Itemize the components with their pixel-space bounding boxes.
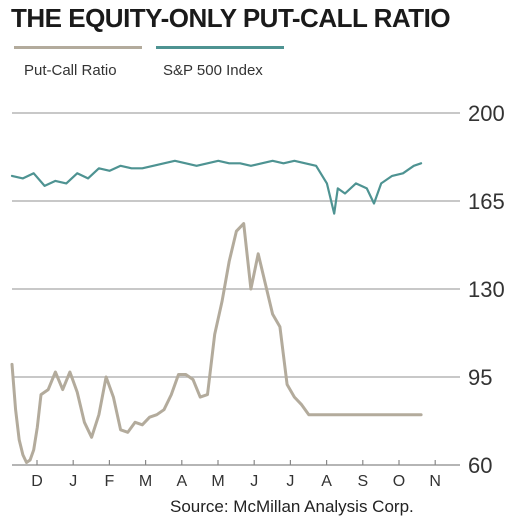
x-tick-label-5: M <box>211 473 224 490</box>
x-tick-label-6: J <box>250 473 258 490</box>
gridlines <box>12 112 460 466</box>
x-tick-label-7: J <box>286 473 294 490</box>
x-tick-label-4: A <box>176 473 187 490</box>
y-tick-label-60: 60 <box>468 453 492 478</box>
series-line-put-call <box>10 222 423 464</box>
x-tick-label-11: N <box>429 473 441 490</box>
series-line-sp500 <box>10 159 423 215</box>
x-tick-label-3: M <box>139 473 152 490</box>
y-tick-label-95: 95 <box>468 365 492 390</box>
source-note: Source: McMillan Analysis Corp. <box>170 497 414 516</box>
x-tick-label-1: J <box>69 473 77 490</box>
legend-swatch-sp500 <box>156 46 284 49</box>
x-tick-label-10: O <box>393 473 405 490</box>
x-tick-label-0: D <box>31 473 43 490</box>
series-layer <box>10 159 423 464</box>
chart-title: THE EQUITY-ONLY PUT-CALL RATIO <box>11 3 451 33</box>
y-tick-label-200: 200 <box>468 101 505 126</box>
y-tick-label-130: 130 <box>468 277 505 302</box>
x-tick-label-9: S <box>357 473 368 490</box>
y-tick-label-165: 165 <box>468 189 505 214</box>
x-tick-label-8: A <box>321 473 332 490</box>
legend-label-sp500: S&P 500 Index <box>163 62 263 79</box>
y-axis-ticks: 60 95 130 165 200 <box>468 101 505 478</box>
x-tick-label-2: F <box>105 473 115 490</box>
legend-label-put-call: Put-Call Ratio <box>24 62 117 79</box>
legend-swatch-put-call <box>14 46 142 49</box>
